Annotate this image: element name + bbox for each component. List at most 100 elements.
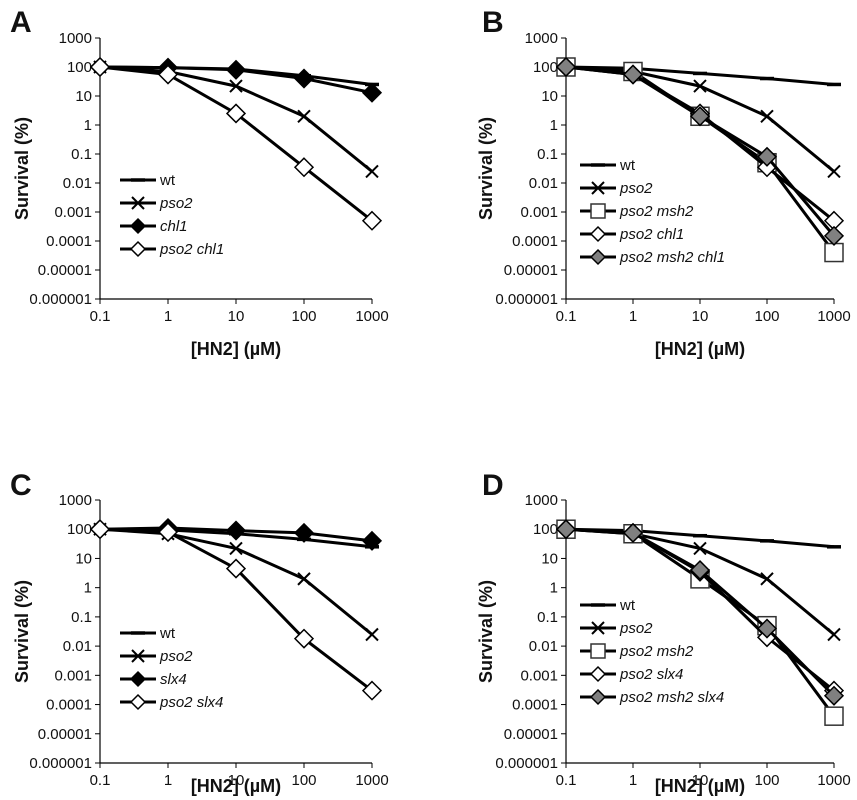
panel-d-x-tick-label: 100 [754,772,779,789]
panel-d-legend-marker-pso2-slx4 [589,665,607,683]
panel-d-x-tick-label: 0.1 [556,772,577,789]
panel-c-y-tick-label: 10 [75,550,92,567]
panel-letter-b: B [482,6,504,39]
panel-a-data-point-pso2-chl1 [89,56,111,78]
panel-a-y-tick-label: 0.0001 [46,233,92,250]
panel-c-legend-marker-slx4 [129,670,147,688]
panel-b-y-tick-label: 100 [533,59,558,76]
panel-a-y-tick-label: 100 [67,59,92,76]
panel-b-data-point-pso2-msh2-chl1 [555,56,577,78]
panel-b-data-point-pso2 [827,164,841,179]
panel-b-x-tick-label: 1 [629,308,637,325]
panel-a-legend-label-chl1: chl1 [160,218,188,235]
panel-a-data-point-pso2 [365,164,379,179]
panel-b-y-tick-label: 10 [541,88,558,105]
panel-d-y-tick-label: 0.1 [537,609,558,626]
panel-c-y-tick-label: 1000 [59,492,92,509]
panel-b-series-line-pso2-msh2 [565,65,836,254]
panel-b-x-tick-label: 10 [692,308,709,325]
panel-a-data-point-pso2 [229,79,243,93]
panel-a-data-point-chl1 [293,68,315,89]
panel-b-y-tick-label: 0.0001 [512,233,558,250]
panel-d-x-axis-title: [HN2] (µM) [655,776,745,796]
panel-b-legend-label-pso2-msh2: pso2 msh2 [619,203,694,220]
panel-c-y-tick-label: 0.01 [63,638,92,655]
panel-d-legend-label-pso2-msh2: pso2 msh2 [619,643,694,660]
panel-b-legend-marker-pso2-chl1 [589,225,607,243]
panel-a-data-point-pso2-chl1 [157,64,179,85]
panel-c-y-tick-label: 0.000001 [29,755,92,772]
panel-b-legend-label-pso2-chl1: pso2 chl1 [619,226,684,243]
panel-a-legend-label-pso2-chl1: pso2 chl1 [159,241,224,258]
panel-b: B 0.0000010.000010.00010.0010.010.111010… [476,6,851,359]
panel-d-data-point-pso2 [760,572,774,586]
panel-b-data-point-pso2-msh2-chl1 [622,64,644,85]
panel-a-y-tick-label: 1000 [59,30,92,47]
panel-a-x-tick-label: 10 [228,308,245,325]
panel-c-data-point-slx4 [225,520,247,541]
panel-d-legend-marker-pso2-msh2-slx4 [589,688,607,706]
panel-a-data-point-chl1 [225,59,247,80]
panel-d-legend-marker-pso2 [591,621,605,635]
panel-c-x-tick-label: 1 [164,772,172,789]
panel-c-y-tick-label: 0.0001 [46,697,92,714]
panel-c-legend-label-wt: wt [159,625,176,642]
panel-b-legend-label-wt: wt [619,157,636,174]
panel-c-x-tick-label: 100 [291,772,316,789]
panel-d-data-point-pso2-msh2 [824,706,844,726]
panel-d-data-point-pso2-msh2-slx4 [689,560,711,581]
panel-c-series-line-pso2-slx4 [99,527,373,692]
panel-a-x-tick-label: 100 [291,308,316,325]
panel-d-y-tick-label: 0.000001 [495,755,558,772]
panel-a-y-tick-label: 0.001 [54,204,92,221]
panel-c-legend-label-pso2-slx4: pso2 slx4 [159,694,223,711]
panel-a-legend-marker-pso2 [131,196,145,210]
panel-c-y-axis-title: Survival (%) [12,580,32,683]
panel-c-data-point-pso2-slx4 [361,680,383,701]
panel-a-y-tick-label: 0.000001 [29,291,92,308]
panel-letter-c: C [10,469,32,502]
panel-d-data-point-pso2-msh2-slx4 [622,522,644,543]
panel-a-y-tick-label: 0.00001 [38,262,92,279]
panel-b-y-tick-label: 1 [550,117,558,134]
panel-b-x-axis-title: [HN2] (µM) [655,339,745,359]
panel-a-series-line-pso2-chl1 [99,65,373,222]
panel-a-data-point-pso2-chl1 [361,210,383,231]
panel-c-data-point-slx4 [293,522,315,543]
panel-b-y-tick-label: 1000 [525,30,558,47]
panel-c: C 0.000001 0.00001 0.0001 0.001 0.01 0.1 1 10 10… [10,469,389,796]
panel-c-x-tick-label: 10 [228,772,245,789]
panel-b-data-point-pso2 [693,79,707,93]
panel-a-x-tick-label: 1 [164,308,172,325]
panel-c-legend-label-pso2: pso2 [159,648,193,665]
panel-a-legend-marker-chl1 [129,217,147,235]
panel-b-y-tick-label: 0.001 [520,204,558,221]
panel-d-y-tick-label: 0.001 [520,667,558,684]
panel-c-data-point-pso2 [365,627,379,642]
panel-b-x-tick-label: 1000 [817,308,850,325]
panel-d-y-tick-label: 0.00001 [504,726,558,743]
panel-c-y-tick-label: 0.001 [54,667,92,684]
panel-c-y-tick-label: 0.00001 [38,726,92,743]
panel-c-data-point-pso2 [297,572,311,586]
panel-b-x-tick-label: 100 [754,308,779,325]
panel-a: A 0.0000010.000010.00010.0010.010.111010… [10,6,389,359]
panel-b-y-tick-label: 0.01 [529,175,558,192]
panel-b-legend-marker-pso2 [591,181,605,195]
panel-d-y-tick-label: 0.01 [529,638,558,655]
panel-c-legend-label-slx4: slx4 [160,671,187,688]
panel-b-data-point-pso2-msh2 [824,242,844,263]
panel-d-legend-label-pso2-slx4: pso2 slx4 [619,666,683,683]
panel-d-series-line-pso2-slx4 [565,527,835,692]
panel-c-y-tick-label: 0.1 [71,609,92,626]
panel-a-legend-marker-pso2-chl1 [129,240,147,258]
panel-a-y-axis-title: Survival (%) [12,117,32,220]
panel-c-data-point-pso2-slx4 [89,519,111,540]
panel-d-legend-label-pso2-msh2-slx4: pso2 msh2 slx4 [619,689,724,706]
panel-d-x-tick-label: 10 [692,772,709,789]
panel-d-data-point-pso2 [827,627,841,642]
panel-d-series-line-pso2-msh2-slx4 [565,527,836,697]
panel-c-series-line-pso2 [99,527,373,636]
panel-d-y-tick-label: 100 [533,521,558,538]
